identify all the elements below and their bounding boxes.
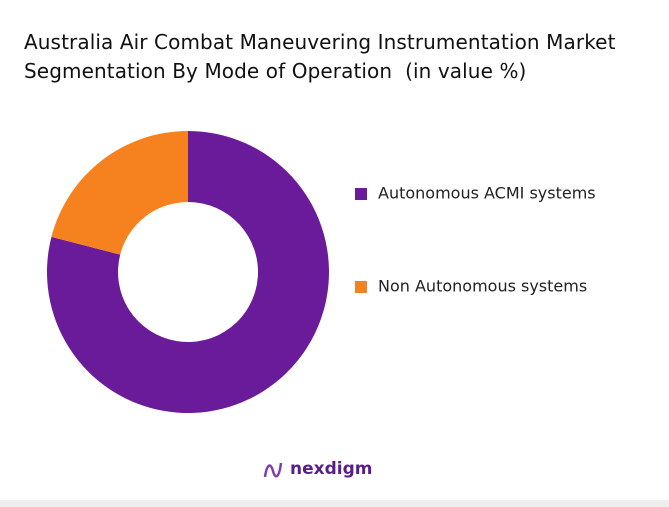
donut-slice bbox=[51, 131, 188, 255]
donut-slice bbox=[46, 131, 330, 413]
logo-icon bbox=[263, 462, 283, 478]
logo-text: nexdigm bbox=[290, 459, 373, 479]
logo: nexdigm bbox=[262, 459, 372, 479]
chart-title: Australia Air Combat Maneuvering Instrum… bbox=[24, 30, 622, 83]
legend-label: Non Autonomous systems bbox=[378, 277, 587, 296]
legend-label: Autonomous ACMI systems bbox=[378, 184, 596, 203]
footer-bar bbox=[0, 500, 669, 507]
legend-swatch bbox=[355, 281, 367, 293]
legend-swatch bbox=[355, 188, 367, 200]
